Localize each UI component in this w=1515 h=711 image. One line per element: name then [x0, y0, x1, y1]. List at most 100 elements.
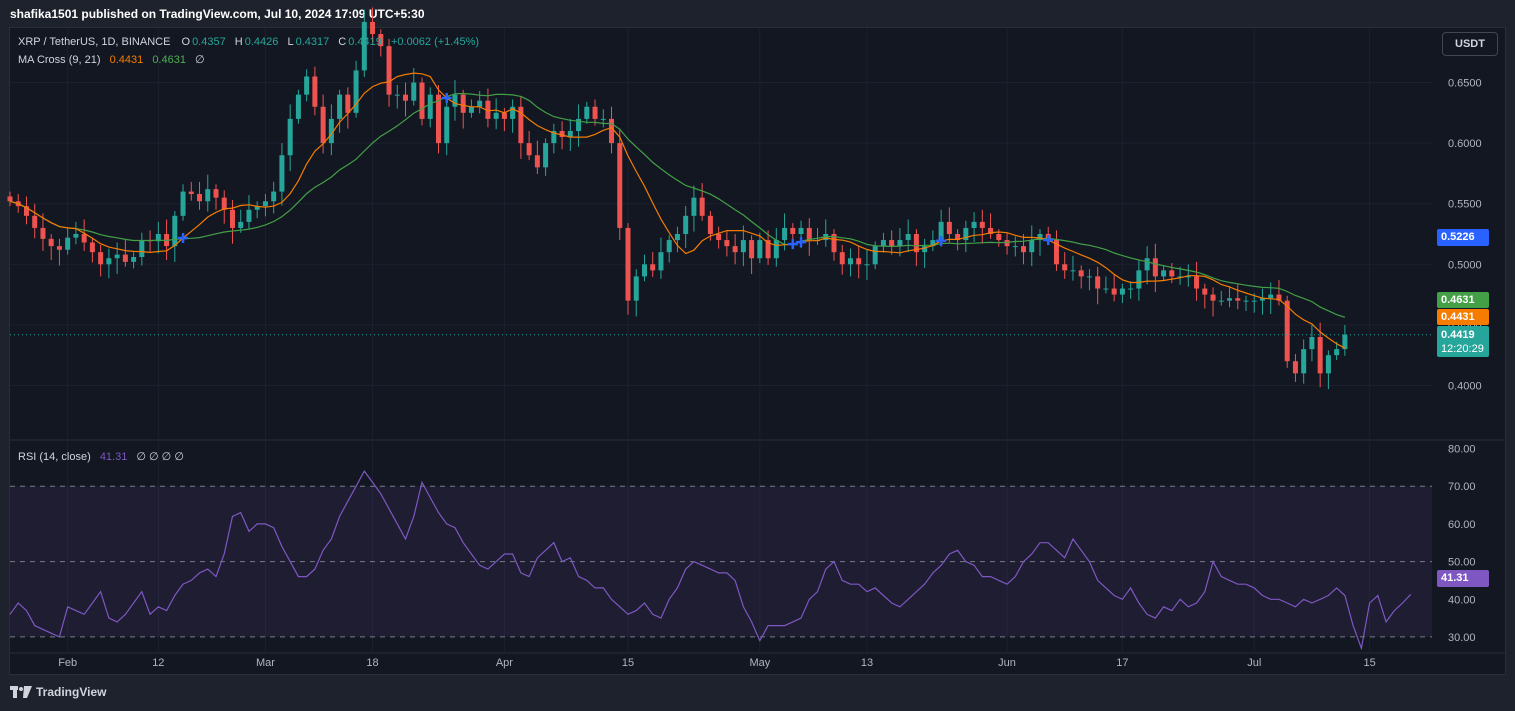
candle-body: [559, 131, 565, 138]
rsi-line: [9, 469, 1412, 651]
ma-legend: MA Cross (9, 21) 0.4431 0.4631 ∅: [18, 53, 207, 66]
rsi-tick-label: 30.00: [1448, 632, 1476, 644]
price-tick-label: 0.6500: [1448, 78, 1482, 90]
x-tick-label: Jul: [1247, 657, 1261, 669]
candle-body: [188, 191, 194, 195]
x-tick-label: 15: [622, 657, 634, 669]
candle-body: [922, 246, 928, 253]
ma-name: MA Cross (9, 21): [18, 54, 101, 66]
candle-body: [963, 227, 969, 241]
rsi-price-tag: 41.31: [1437, 570, 1489, 587]
candle-body: [1136, 270, 1142, 289]
symbol-label: XRP / TetherUS, 1D, BINANCE: [18, 36, 171, 48]
candle-body: [435, 94, 441, 144]
high-value: 0.4426: [244, 36, 279, 48]
candle-body: [749, 240, 755, 259]
open-label: O: [181, 36, 191, 48]
currency-button[interactable]: USDT: [1442, 32, 1498, 56]
price-tick-label: 0.5000: [1448, 259, 1482, 271]
candle-body: [551, 131, 557, 144]
candle-body: [798, 227, 804, 234]
candle-body: [584, 106, 590, 119]
candle-body: [427, 94, 433, 119]
ma-cross-marker: [796, 237, 807, 248]
low-value: 0.4317: [295, 36, 330, 48]
x-tick-label: 15: [1363, 657, 1375, 669]
candle-body: [765, 240, 771, 259]
candle-body: [913, 234, 919, 253]
candle-body: [287, 118, 293, 156]
candle-body: [1161, 270, 1167, 277]
candle-body: [567, 131, 573, 138]
candle-body: [600, 118, 606, 120]
candle-body: [1218, 300, 1224, 302]
candle-body: [73, 234, 79, 238]
candle-body: [271, 191, 277, 202]
x-tick-label: 12: [152, 657, 164, 669]
candle-body: [1062, 264, 1068, 271]
low-label: L: [287, 36, 294, 48]
x-tick-label: Feb: [58, 657, 77, 669]
candle-body: [641, 264, 647, 277]
candle-body: [1037, 234, 1043, 241]
close-value: 0.4419: [348, 36, 382, 48]
x-tick-label: 18: [366, 657, 378, 669]
candle-body: [1169, 270, 1175, 277]
candle-body: [790, 227, 796, 234]
candle-body: [460, 94, 466, 113]
candle-body: [254, 206, 260, 210]
candle-body: [782, 227, 788, 241]
candle-body: [1177, 276, 1183, 278]
candle-body: [757, 240, 763, 259]
ma-fast-value: 0.4431: [109, 54, 144, 66]
candle-body: [1119, 288, 1125, 295]
candle-body: [106, 258, 112, 265]
candle-body: [1202, 288, 1208, 295]
candle-body: [403, 94, 409, 101]
candle-body: [353, 70, 359, 113]
publisher-line: shafika1501 published on TradingView.com…: [10, 7, 425, 21]
candle-body: [1021, 246, 1027, 253]
rsi-legend: RSI (14, close) 41.31 ∅ ∅ ∅ ∅: [18, 450, 186, 463]
rsi-tick-label: 80.00: [1448, 444, 1476, 456]
candle-body: [23, 206, 29, 216]
candle-body: [880, 240, 886, 247]
footer-brand-label: TradingView: [36, 685, 107, 699]
rsi-tick-label: 50.00: [1448, 557, 1476, 569]
candle-body: [1325, 355, 1331, 374]
candle-body: [444, 106, 450, 144]
candle-body: [740, 240, 746, 253]
candle-body: [534, 155, 540, 168]
candle-body: [526, 143, 532, 156]
x-tick-label: 17: [1116, 657, 1128, 669]
candle-body: [98, 252, 104, 265]
candle-body: [592, 106, 598, 119]
candle-body: [979, 221, 985, 228]
chart-frame[interactable]: [9, 27, 1506, 675]
candle-body: [1235, 298, 1241, 301]
rsi-tick-label: 40.00: [1448, 594, 1476, 606]
footer-brand[interactable]: TradingView: [10, 685, 106, 699]
candle-body: [699, 197, 705, 216]
rsi-extra: ∅ ∅ ∅ ∅: [136, 451, 184, 463]
candle-body: [139, 240, 145, 258]
candle-body: [1268, 294, 1274, 299]
last-price-value: 0.4419: [1441, 329, 1475, 341]
candle-body: [1259, 298, 1265, 301]
candle-body: [955, 234, 961, 241]
candle-body: [510, 106, 516, 119]
candle-body: [1309, 337, 1315, 350]
ma-fast-price-tag: 0.4431: [1437, 309, 1489, 325]
candle-body: [609, 118, 615, 144]
price-tick-label: 0.5500: [1448, 199, 1482, 211]
candle-body: [295, 94, 301, 119]
candle-body: [839, 252, 845, 265]
ma-extra: ∅: [195, 54, 205, 66]
x-tick-label: May: [749, 657, 770, 669]
x-tick-label: Mar: [256, 657, 275, 669]
candle-body: [1334, 349, 1340, 356]
candle-body: [930, 240, 936, 247]
candle-body: [625, 227, 631, 301]
ma-cross-marker: [936, 235, 947, 246]
